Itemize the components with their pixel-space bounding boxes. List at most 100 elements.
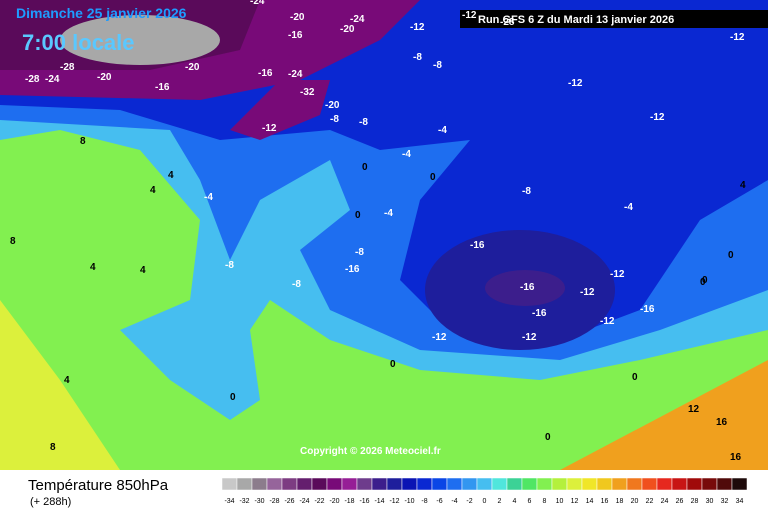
scale-swatch xyxy=(716,477,733,491)
contour-label: 0 xyxy=(230,392,236,403)
contour-label: -8 xyxy=(433,60,442,71)
scale-swatch xyxy=(611,477,628,491)
contour-label: -8 xyxy=(522,186,531,197)
scale-label: -6 xyxy=(436,498,442,505)
contour-label: 8 xyxy=(80,136,86,147)
contour-label: -8 xyxy=(292,279,301,290)
contour-label: -8 xyxy=(355,247,364,258)
contour-label: 4 xyxy=(90,262,96,273)
subtitle: 7:00 locale xyxy=(22,30,135,55)
scale-label: -32 xyxy=(239,498,249,505)
run-banner xyxy=(460,10,768,28)
scale-label: -22 xyxy=(314,498,324,505)
warm-zone xyxy=(0,300,120,470)
scale-label: -20 xyxy=(329,498,339,505)
contour-label: 0 xyxy=(390,359,396,370)
scale-label: -16 xyxy=(359,498,369,505)
contour-label: 4 xyxy=(740,180,746,191)
scale-label: 18 xyxy=(616,498,624,505)
scale-swatch xyxy=(446,477,463,491)
scale-swatch xyxy=(356,477,373,491)
contour-label: 0 xyxy=(632,372,638,383)
scale-label: 8 xyxy=(543,498,547,505)
scale-label: 32 xyxy=(721,498,729,505)
contour-label: -4 xyxy=(384,208,393,219)
scale-swatch xyxy=(401,477,418,491)
contour-label: -8 xyxy=(413,52,422,63)
contour-label: -24 xyxy=(250,0,265,7)
scale-label: 30 xyxy=(706,498,714,505)
contour-label: 8 xyxy=(50,442,56,453)
scale-label: -14 xyxy=(374,498,384,505)
scale-swatch xyxy=(671,477,688,491)
contour-label: 8 xyxy=(10,236,16,247)
contour-label: 4 xyxy=(150,185,156,196)
contour-label: -12 xyxy=(522,332,537,343)
contour-label: 0 xyxy=(728,250,734,261)
contour-label: -28 xyxy=(60,62,75,73)
contour-label: -24 xyxy=(45,74,60,85)
scale-label: -10 xyxy=(404,498,414,505)
scale-label: -12 xyxy=(389,498,399,505)
run-label: Run GFS 6 Z du Mardi 13 janvier 2026 xyxy=(478,14,674,26)
scale-label: 10 xyxy=(556,498,564,505)
contour-label: 4 xyxy=(168,170,174,181)
contour-label: -4 xyxy=(438,125,447,136)
contour-label: -4 xyxy=(624,202,633,213)
contour-label: 0 xyxy=(545,432,551,443)
footer xyxy=(0,470,768,512)
scale-swatch xyxy=(731,477,748,491)
contour-label: -24 xyxy=(350,14,365,25)
scale-swatch xyxy=(641,477,658,491)
contour-label: 0 xyxy=(355,210,361,221)
contour-label: 0 xyxy=(362,162,368,173)
scale-label: 0 xyxy=(483,498,487,505)
contour-label: 16 xyxy=(716,417,728,428)
contour-label: -12 xyxy=(568,78,583,89)
scale-swatch xyxy=(386,477,403,491)
footer-title: Température 850hPa xyxy=(28,477,169,494)
scale-swatch xyxy=(506,477,523,491)
scale-label: -18 xyxy=(344,498,354,505)
contour-label: -8 xyxy=(225,260,234,271)
scale-label: -8 xyxy=(421,498,427,505)
scale-swatch xyxy=(326,477,343,491)
contour-label: -20 xyxy=(185,62,200,73)
contour-label: -28 xyxy=(25,74,40,85)
scale-label: -24 xyxy=(299,498,309,505)
contour-label: -20 xyxy=(325,100,340,111)
scale-label: -4 xyxy=(451,498,457,505)
scale-swatch xyxy=(626,477,643,491)
scale-swatch xyxy=(551,477,568,491)
contour-label: -28 xyxy=(500,17,515,28)
scale-label: -34 xyxy=(224,498,234,505)
contour-label: 4 xyxy=(140,265,146,276)
contour-label: -16 xyxy=(470,240,485,251)
contour-label: -8 xyxy=(359,117,368,128)
title: Dimanche 25 janvier 2026 xyxy=(16,5,187,21)
scale-swatch xyxy=(476,477,493,491)
scale-swatch xyxy=(236,477,253,491)
scale-swatch xyxy=(221,477,238,491)
contour-label: 0 xyxy=(430,172,436,183)
scale-swatch xyxy=(701,477,718,491)
contour-label: 4 xyxy=(64,375,70,386)
scale-swatch xyxy=(281,477,298,491)
contour-label: -16 xyxy=(640,304,655,315)
scale-swatch xyxy=(431,477,448,491)
contour-label: -16 xyxy=(520,282,535,293)
scale-swatch xyxy=(581,477,598,491)
contour-label: 16 xyxy=(730,452,742,463)
contour-label: -4 xyxy=(204,192,213,203)
scale-swatch xyxy=(266,477,283,491)
contour-label: -8 xyxy=(330,114,339,125)
contour-label: -12 xyxy=(262,123,277,134)
scale-label: -2 xyxy=(466,498,472,505)
scale-label: 24 xyxy=(661,498,669,505)
scale-swatch xyxy=(596,477,613,491)
contour-label: -12 xyxy=(610,269,625,280)
scale-label: 12 xyxy=(571,498,579,505)
scale-swatch xyxy=(461,477,478,491)
